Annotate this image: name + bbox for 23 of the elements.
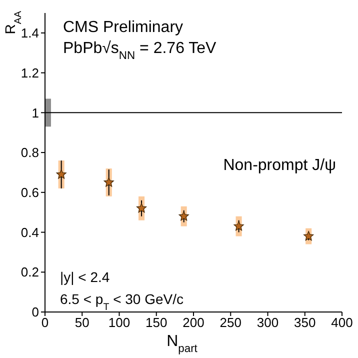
y-tick-label: 1.4 [20, 26, 39, 41]
annotation: Non-prompt J/ψ [223, 157, 336, 174]
annotation: CMS Preliminary [63, 19, 184, 36]
y-tick-label: 0.2 [20, 264, 39, 280]
x-tick-label: 50 [74, 315, 90, 330]
annotation: |y| < 2.4 [60, 269, 110, 285]
y-tick-label: 1 [32, 105, 39, 120]
x-tick-label: 200 [182, 315, 204, 330]
x-tick-label: 300 [256, 315, 279, 330]
x-tick-label: 350 [294, 315, 316, 330]
annotation: 6.5 < p$_{T}$ < 30 GeV/c [60, 291, 184, 312]
x-tick-label: 0 [41, 315, 49, 330]
x-tick-label: 150 [146, 315, 168, 330]
x-axis-title: N$_{part}$ [166, 333, 198, 355]
y-tick-label: 0.4 [20, 224, 39, 240]
x-tick-label: 250 [220, 315, 242, 330]
y-tick-label: 1.2 [20, 65, 39, 80]
y-tick-label: 0.8 [20, 145, 39, 160]
x-tick-label: 100 [108, 315, 130, 330]
y-tick-label: 0 [32, 304, 39, 320]
y-tick-label: 0.6 [20, 185, 39, 200]
annotation: PbPb√s$_{NN}$ = 2.76 TeV [63, 40, 217, 62]
x-tick-label: 400 [331, 315, 353, 330]
